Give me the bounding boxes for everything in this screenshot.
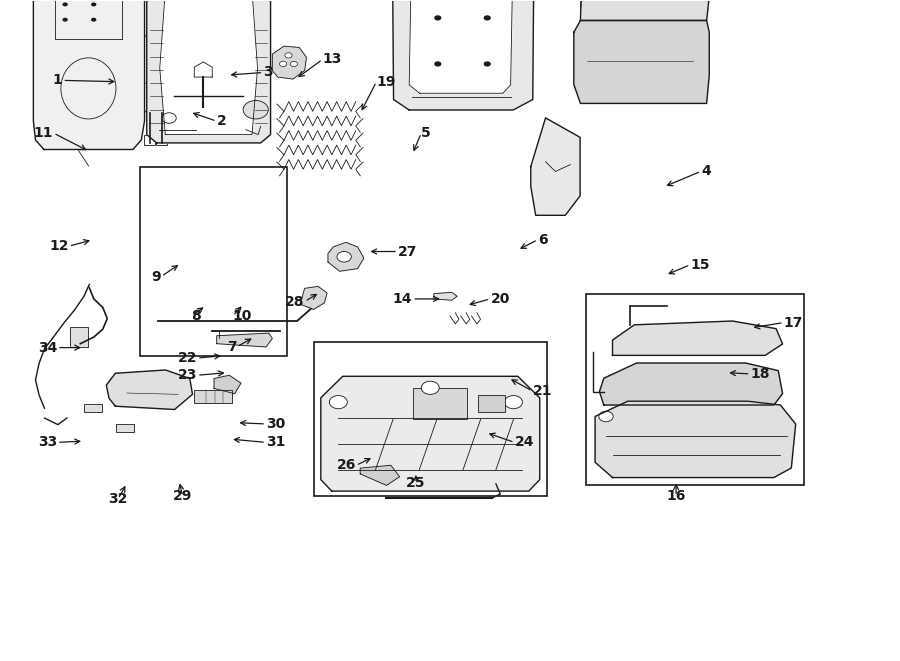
Circle shape — [505, 395, 522, 408]
Circle shape — [62, 3, 68, 7]
Circle shape — [421, 381, 439, 395]
Text: 12: 12 — [50, 239, 68, 253]
Text: 6: 6 — [538, 233, 547, 247]
Text: 9: 9 — [151, 270, 161, 284]
Text: 11: 11 — [34, 126, 53, 140]
Text: 25: 25 — [406, 476, 426, 490]
Ellipse shape — [206, 37, 242, 52]
Text: 5: 5 — [421, 126, 431, 140]
Circle shape — [285, 53, 292, 58]
Polygon shape — [33, 0, 145, 149]
Circle shape — [162, 113, 176, 124]
Text: 18: 18 — [751, 367, 770, 381]
Circle shape — [434, 61, 441, 67]
Polygon shape — [574, 20, 709, 103]
Bar — [587, 294, 805, 485]
Text: 16: 16 — [666, 489, 686, 504]
Circle shape — [280, 61, 287, 67]
Polygon shape — [106, 370, 193, 409]
Polygon shape — [392, 0, 534, 110]
Circle shape — [483, 15, 490, 20]
Text: 24: 24 — [515, 436, 534, 449]
Polygon shape — [147, 0, 271, 143]
Bar — [313, 342, 547, 496]
Bar — [413, 388, 467, 419]
Polygon shape — [531, 118, 580, 215]
Text: 27: 27 — [398, 245, 418, 258]
Text: 32: 32 — [108, 492, 128, 506]
Text: 13: 13 — [322, 52, 342, 66]
Text: 28: 28 — [285, 295, 304, 309]
Polygon shape — [214, 375, 241, 394]
Text: 10: 10 — [233, 309, 252, 323]
Bar — [157, 135, 167, 145]
Text: 21: 21 — [533, 384, 552, 398]
Circle shape — [483, 61, 490, 67]
Text: 7: 7 — [227, 340, 237, 354]
Text: 33: 33 — [38, 436, 57, 449]
Bar — [144, 135, 155, 145]
Polygon shape — [320, 376, 540, 491]
Text: 29: 29 — [173, 489, 193, 504]
Text: 19: 19 — [376, 75, 396, 89]
Circle shape — [91, 18, 96, 22]
Polygon shape — [194, 62, 212, 77]
Polygon shape — [301, 286, 327, 309]
Text: 20: 20 — [491, 292, 509, 306]
Polygon shape — [328, 243, 364, 271]
Polygon shape — [434, 292, 457, 300]
Circle shape — [291, 61, 298, 67]
Polygon shape — [217, 333, 273, 347]
Polygon shape — [360, 465, 400, 485]
Bar — [140, 167, 287, 356]
Text: 1: 1 — [52, 73, 62, 87]
Circle shape — [434, 15, 441, 20]
Polygon shape — [599, 363, 783, 405]
Text: 26: 26 — [337, 459, 356, 473]
Text: 8: 8 — [192, 309, 202, 323]
Bar — [479, 395, 505, 412]
Polygon shape — [580, 0, 709, 20]
Polygon shape — [595, 401, 796, 477]
Bar — [69, 327, 87, 347]
Text: 2: 2 — [217, 114, 227, 128]
Text: 17: 17 — [784, 315, 803, 330]
Text: 15: 15 — [690, 258, 710, 272]
Text: 30: 30 — [266, 417, 285, 431]
Polygon shape — [159, 0, 257, 135]
Text: 4: 4 — [701, 164, 711, 178]
Text: 34: 34 — [38, 340, 57, 354]
Polygon shape — [273, 46, 306, 79]
Bar — [116, 424, 134, 432]
Bar — [84, 405, 102, 412]
Circle shape — [329, 395, 347, 408]
Circle shape — [337, 252, 351, 262]
Text: 3: 3 — [264, 65, 273, 79]
Text: 14: 14 — [392, 292, 412, 306]
Text: 31: 31 — [266, 436, 285, 449]
Bar — [194, 390, 232, 403]
Circle shape — [91, 3, 96, 7]
Polygon shape — [410, 0, 513, 93]
Circle shape — [598, 411, 613, 422]
Polygon shape — [613, 321, 783, 356]
Circle shape — [62, 18, 68, 22]
Text: 23: 23 — [177, 368, 197, 382]
Circle shape — [243, 100, 268, 119]
Text: 22: 22 — [177, 351, 197, 365]
